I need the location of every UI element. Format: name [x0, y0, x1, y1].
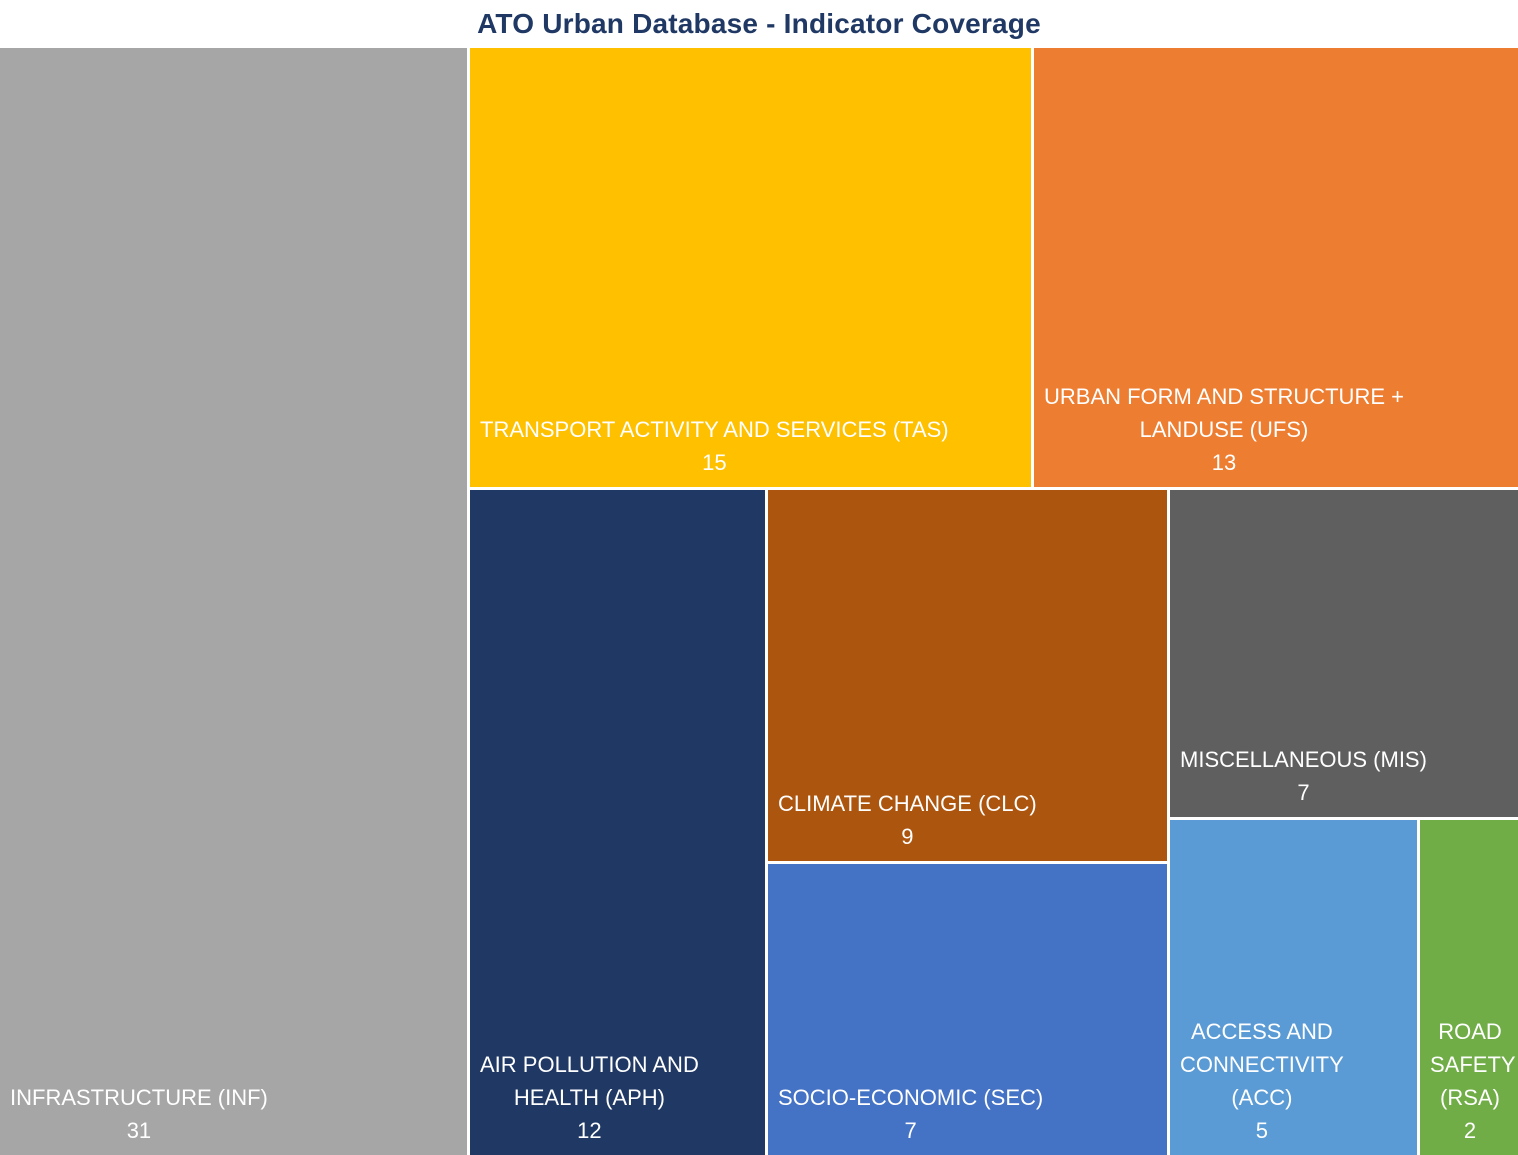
tile-label: INFRASTRUCTURE (INF) 31 — [10, 1081, 268, 1147]
treemap-tile-inf: INFRASTRUCTURE (INF) 31 — [0, 48, 467, 1155]
tile-label: TRANSPORT ACTIVITY AND SERVICES (TAS) 15 — [480, 413, 949, 479]
tile-label: SOCIO-ECONOMIC (SEC) 7 — [778, 1081, 1043, 1147]
treemap-tile-clc: CLIMATE CHANGE (CLC) 9 — [768, 490, 1167, 861]
tile-value: 2 — [1463, 1118, 1477, 1143]
tile-value: 12 — [577, 1118, 602, 1143]
tile-label-text: ACCESS AND — [1190, 1019, 1333, 1044]
tile-label: AIR POLLUTION AND HEALTH (APH) 12 — [480, 1048, 699, 1147]
tile-value: 9 — [901, 824, 914, 849]
treemap-tile-rsa: ROAD SAFETY (RSA) 2 — [1420, 820, 1518, 1155]
tile-label-text: MISCELLANEOUS (MIS) — [1180, 747, 1427, 772]
tile-label-text: CLIMATE CHANGE (CLC) — [778, 791, 1037, 816]
treemap-tile-sec: SOCIO-ECONOMIC (SEC) 7 — [768, 864, 1167, 1155]
treemap-tile-ufs: URBAN FORM AND STRUCTURE + LANDUSE (UFS) 1… — [1034, 48, 1518, 487]
tile-label: MISCELLANEOUS (MIS) 7 — [1180, 743, 1427, 809]
tile-label-text: LANDUSE (UFS) — [1139, 417, 1309, 442]
chart-title: ATO Urban Database - Indicator Coverage — [477, 8, 1041, 39]
treemap-tile-acc: ACCESS AND CONNECTIVITY (ACC) 5 — [1170, 820, 1417, 1155]
tile-label-text: ROAD — [1438, 1019, 1502, 1044]
tile-label-text: SOCIO-ECONOMIC (SEC) — [778, 1085, 1044, 1110]
tile-value: 5 — [1255, 1118, 1269, 1143]
tile-label-text: URBAN FORM AND STRUCTURE + — [1044, 384, 1404, 409]
tile-value: 7 — [1297, 780, 1310, 805]
tile-label-text: AIR POLLUTION AND — [480, 1052, 699, 1077]
treemap-tile-tas: TRANSPORT ACTIVITY AND SERVICES (TAS) 15 — [470, 48, 1031, 487]
tile-label: CLIMATE CHANGE (CLC) 9 — [778, 787, 1037, 853]
tile-label-text: (RSA) — [1440, 1085, 1500, 1110]
tile-value: 13 — [1211, 450, 1237, 475]
tile-label: ROAD SAFETY (RSA) 2 — [1430, 1015, 1516, 1147]
tile-label-text: SAFETY — [1430, 1052, 1516, 1077]
tile-value: 15 — [702, 450, 727, 475]
treemap-tile-aph: AIR POLLUTION AND HEALTH (APH) 12 — [470, 490, 765, 1155]
tile-label: URBAN FORM AND STRUCTURE + LANDUSE (UFS) 1… — [1044, 380, 1404, 479]
tile-label-text: (ACC) — [1231, 1085, 1293, 1110]
tile-value: 31 — [126, 1118, 152, 1143]
treemap-tile-mis: MISCELLANEOUS (MIS) 7 — [1170, 490, 1518, 817]
tile-label: ACCESS AND CONNECTIVITY (ACC) 5 — [1180, 1015, 1344, 1147]
tile-label-text: CONNECTIVITY — [1180, 1052, 1344, 1077]
tile-label-text: INFRASTRUCTURE (INF) — [10, 1085, 268, 1110]
tile-label-text: HEALTH (APH) — [513, 1085, 665, 1110]
tile-value: 7 — [904, 1118, 917, 1143]
tile-label-text: TRANSPORT ACTIVITY AND SERVICES (TAS) — [480, 417, 949, 442]
